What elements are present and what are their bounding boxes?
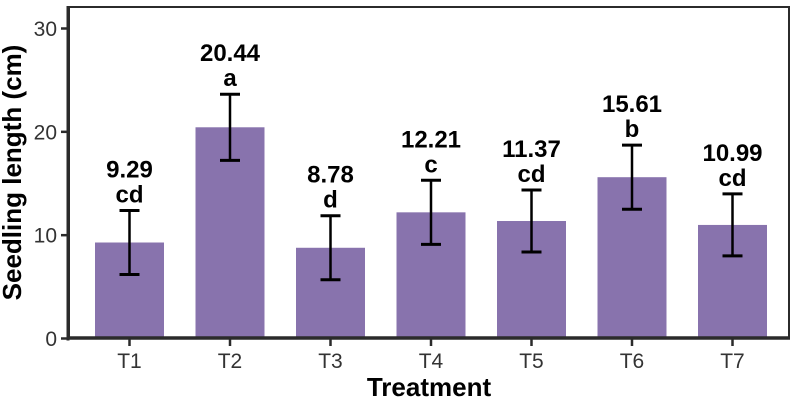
- sig-letter-T5: cd: [517, 161, 545, 188]
- x-axis-title: Treatment: [367, 372, 492, 402]
- value-label-T1: 9.29: [106, 156, 153, 183]
- x-tick-label-T7: T7: [720, 350, 745, 373]
- sig-letter-T2: a: [223, 65, 237, 92]
- value-label-T6: 15.61: [602, 91, 662, 118]
- plot-layer: 01020309.29cdT120.44aT28.78dT312.21cT411…: [34, 6, 790, 373]
- sig-letter-T7: cd: [718, 165, 746, 192]
- sig-letter-T6: b: [625, 116, 640, 143]
- x-tick-label-T5: T5: [519, 350, 544, 373]
- x-tick-label-T4: T4: [419, 350, 444, 373]
- y-axis-title: Seedling length (cm): [0, 45, 27, 301]
- sig-letter-T4: c: [424, 151, 437, 178]
- y-tick-label-0: 0: [45, 328, 57, 351]
- value-label-T7: 10.99: [702, 140, 762, 167]
- bar-T2: [195, 127, 265, 340]
- value-label-T3: 8.78: [307, 162, 354, 189]
- value-label-T2: 20.44: [200, 40, 261, 67]
- x-tick-label-T3: T3: [318, 350, 343, 373]
- y-tick-label-20: 20: [34, 121, 57, 144]
- x-tick-label-T1: T1: [117, 350, 142, 373]
- y-tick-label-10: 10: [34, 225, 57, 248]
- sig-letter-T1: cd: [115, 181, 143, 208]
- sig-letter-T3: d: [323, 187, 338, 214]
- y-tick-label-30: 30: [34, 18, 57, 41]
- value-label-T5: 11.37: [502, 136, 561, 163]
- x-tick-label-T6: T6: [620, 350, 645, 373]
- value-label-T4: 12.21: [401, 126, 461, 153]
- x-tick-label-T2: T2: [218, 350, 243, 373]
